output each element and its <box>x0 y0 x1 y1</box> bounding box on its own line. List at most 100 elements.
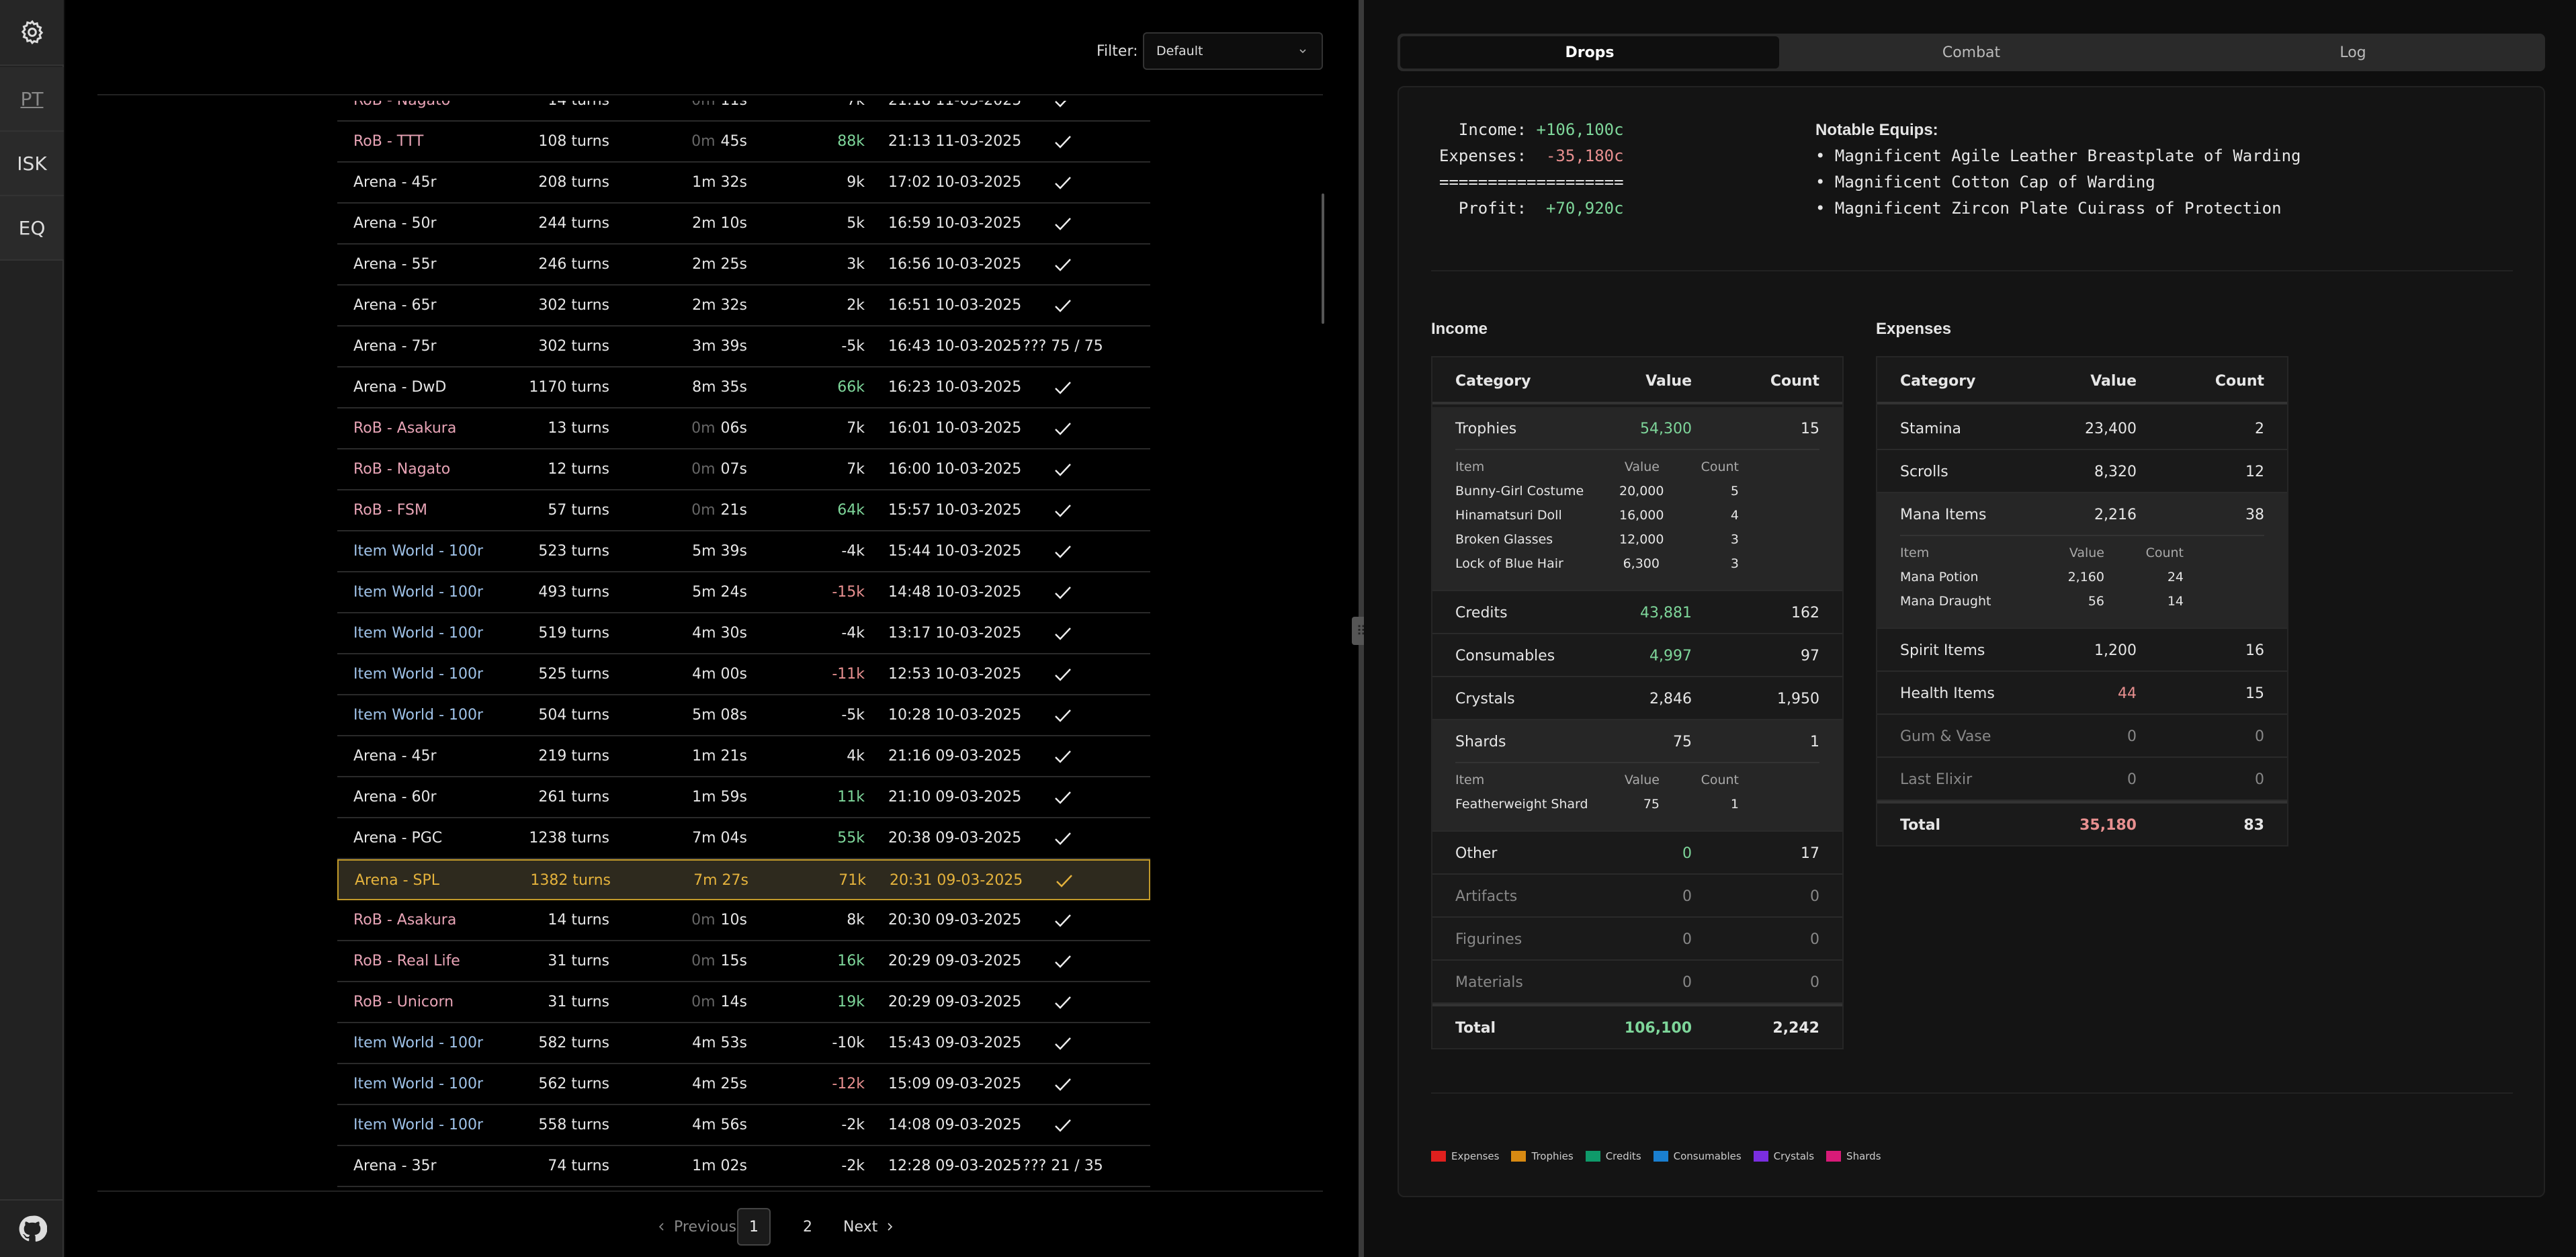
page-2-button[interactable]: 2 <box>803 1218 812 1236</box>
github-link[interactable] <box>0 1199 64 1257</box>
run-gain: 11k <box>837 789 865 806</box>
run-name: Arena - DwD <box>353 379 447 396</box>
legend-item[interactable]: Expenses <box>1431 1150 1499 1162</box>
run-name: Arena - 55r <box>353 256 437 273</box>
category-row[interactable]: Last Elixir 0 0 <box>1877 758 2287 801</box>
category-row[interactable]: Materials 0 0 <box>1432 961 1842 1004</box>
category-value: 44 <box>2118 685 2137 702</box>
column-header[interactable]: Value <box>1645 372 1692 390</box>
category-row[interactable]: Figurines 0 0 <box>1432 918 1842 961</box>
category-row[interactable]: Health Items 44 15 <box>1877 672 2287 715</box>
settings-button[interactable] <box>0 0 64 66</box>
table-row[interactable]: Arena - 45r 219 turns 1m 21s 4k 21:16 09-03-… <box>337 736 1150 777</box>
legend-item[interactable]: Crystals <box>1753 1150 1814 1162</box>
run-duration: 0m 07s <box>619 449 747 489</box>
table-row[interactable]: Arena - 60r 261 turns 1m 59s 11k 21:10 09-03… <box>337 777 1150 818</box>
table-row[interactable]: Item World - 100r 523 turns 5m 39s -4k 15:44… <box>337 531 1150 572</box>
table-row[interactable]: Item World - 100r 562 turns 4m 25s -12k 15:0… <box>337 1064 1150 1105</box>
category-row[interactable]: Trophies 54,300 15 Item Value Count Bunny-Girl… <box>1432 407 1842 591</box>
column-header[interactable]: Value <box>2090 372 2137 390</box>
run-turns: 582 turns <box>538 1035 609 1051</box>
check-icon <box>1055 381 1071 394</box>
run-turns: 1382 turns <box>530 872 611 889</box>
legend-label: Trophies <box>1531 1150 1574 1162</box>
scrollbar[interactable] <box>1322 193 1324 324</box>
next-label: Next <box>843 1218 878 1236</box>
sub-item-value: 6,300 <box>1623 556 1660 571</box>
table-header: Category Value Count <box>1877 357 2287 404</box>
filter-select[interactable]: Default <box>1143 32 1323 70</box>
table-row[interactable]: RoB - FSM 57 turns 0m 21s 64k 15:57 10-03-202… <box>337 490 1150 531</box>
table-row[interactable]: Arena - 65r 302 turns 2m 32s 2k 16:51 10-03-… <box>337 286 1150 327</box>
legend-item[interactable]: Trophies <box>1511 1150 1574 1162</box>
check-icon <box>1055 955 1071 968</box>
table-row[interactable]: RoB - Asakura 14 turns 0m 10s 8k 20:30 09-03-… <box>337 900 1150 941</box>
sidebar-item-pt[interactable]: PT <box>0 67 64 132</box>
table-row[interactable]: RoB - Asakura 13 turns 0m 06s 7k 16:01 10-03-… <box>337 408 1150 449</box>
category-row[interactable]: Stamina 23,400 2 <box>1877 407 2287 450</box>
page-1-button[interactable]: 1 <box>737 1208 771 1246</box>
category-value: 0 <box>2127 771 2137 788</box>
run-gain: 71k <box>839 872 866 889</box>
run-date: 15:09 09-03-2025 <box>888 1076 1022 1092</box>
table-row[interactable]: RoB - Nagato 12 turns 0m 07s 7k 16:00 10-03-2… <box>337 449 1150 490</box>
run-duration: 4m 25s <box>619 1064 747 1104</box>
category-row[interactable]: Shards 75 1 Item Value Count Featherweight Sha… <box>1432 720 1842 832</box>
category-row[interactable]: Gum & Vase 0 0 <box>1877 715 2287 758</box>
category-row[interactable]: Mana Items 2,216 38 Item Value Count Mana Poti… <box>1877 493 2287 629</box>
run-duration-value: 4m 56s <box>692 1117 747 1133</box>
expenses-label: Expenses: <box>1439 146 1527 165</box>
check-icon <box>1055 463 1071 476</box>
run-gain: 8k <box>847 912 865 928</box>
table-row[interactable]: Arena - 55r 246 turns 2m 25s 3k 16:56 10-03-… <box>337 245 1150 286</box>
sub-item-value: 56 <box>2088 594 2104 609</box>
legend-item[interactable]: Shards <box>1826 1150 1881 1162</box>
sub-column-header: Count <box>2145 546 2184 560</box>
table-row[interactable]: Arena - 50r 244 turns 2m 10s 5k 16:59 10-03-… <box>337 204 1150 245</box>
run-duration: 5m 24s <box>619 572 747 612</box>
table-row[interactable]: Arena - PGC 1238 turns 7m 04s 55k 20:38 09-0… <box>337 818 1150 859</box>
sidebar-item-isk[interactable]: ISK <box>0 132 64 196</box>
category-row[interactable]: Artifacts 0 0 <box>1432 875 1842 918</box>
table-row[interactable]: Item World - 100r 525 turns 4m 00s -11k 12:5… <box>337 654 1150 695</box>
tab-combat[interactable]: Combat <box>1942 44 2001 61</box>
income-title: Income <box>1431 320 1488 338</box>
table-row[interactable]: Item World - 100r 582 turns 4m 53s -10k 15:4… <box>337 1023 1150 1064</box>
table-row[interactable]: RoB - Nagato 14 turns 0m 11s7k 21:18 11-03-2… <box>337 101 1150 122</box>
table-row[interactable]: Item World - 100r 519 turns 4m 30s -4k 13:17… <box>337 613 1150 654</box>
check-icon <box>1055 135 1071 148</box>
filter-value: Default <box>1156 44 1203 58</box>
table-row[interactable]: RoB - TTT 108 turns 0m 45s 88k 21:13 11-03-20… <box>337 122 1150 163</box>
sidebar-item-eq[interactable]: EQ <box>0 196 64 261</box>
previous-page-button[interactable]: Previous <box>656 1208 736 1246</box>
next-page-button[interactable]: Next <box>843 1208 895 1246</box>
column-header[interactable]: Count <box>2215 372 2264 390</box>
table-row[interactable]: Item World - 100r 504 turns 5m 08s -5k 10:28… <box>337 695 1150 736</box>
legend-item[interactable]: Credits <box>1585 1150 1641 1162</box>
category-row[interactable]: Spirit Items 1,200 16 <box>1877 629 2287 672</box>
category-row[interactable]: Scrolls 8,320 12 <box>1877 450 2287 493</box>
table-row[interactable]: Arena - 35r 74 turns 1m 02s -2k 12:28 09-03-… <box>337 1146 1150 1187</box>
check-icon <box>1056 874 1072 887</box>
column-header[interactable]: Category <box>1900 372 1976 390</box>
table-row[interactable]: Item World - 100r 493 turns 5m 24s -15k 14:4… <box>337 572 1150 613</box>
run-duration: 1m 02s <box>619 1146 747 1186</box>
category-row[interactable]: Crystals 2,846 1,950 <box>1432 677 1842 720</box>
legend-item[interactable]: Consumables <box>1653 1150 1742 1162</box>
category-row[interactable]: Consumables 4,997 97 <box>1432 634 1842 677</box>
table-row[interactable]: Arena - SPL 1382 turns 7m 27s 71k 20:31 09-0… <box>337 859 1150 900</box>
category-row[interactable]: Credits 43,881 162 <box>1432 591 1842 634</box>
table-row[interactable]: Arena - DwD 1170 turns 8m 35s 66k 16:23 10-0… <box>337 367 1150 408</box>
tab-log[interactable]: Log <box>2339 44 2366 61</box>
table-row[interactable]: RoB - Unicorn 31 turns 0m 14s 19k 20:29 09-03… <box>337 982 1150 1023</box>
table-row[interactable]: RoB - Real Life 31 turns 0m 15s 16k 20:29 09-… <box>337 941 1150 982</box>
category-name: Mana Items <box>1900 506 1987 523</box>
table-row[interactable]: Arena - 45r 208 turns 1m 32s 9k 17:02 10-03-… <box>337 163 1150 204</box>
tab-drops[interactable]: Drops <box>1400 36 1779 69</box>
category-row[interactable]: Other 0 17 <box>1432 832 1842 875</box>
table-row[interactable]: Arena - 75r 302 turns 3m 39s -5k 16:43 10-03… <box>337 327 1150 367</box>
column-header[interactable]: Category <box>1455 372 1531 390</box>
column-header[interactable]: Count <box>1770 372 1819 390</box>
table-row[interactable]: Item World - 100r 558 turns 4m 56s -2k 14:08… <box>337 1105 1150 1146</box>
run-duration-value: 2m 10s <box>692 215 747 232</box>
